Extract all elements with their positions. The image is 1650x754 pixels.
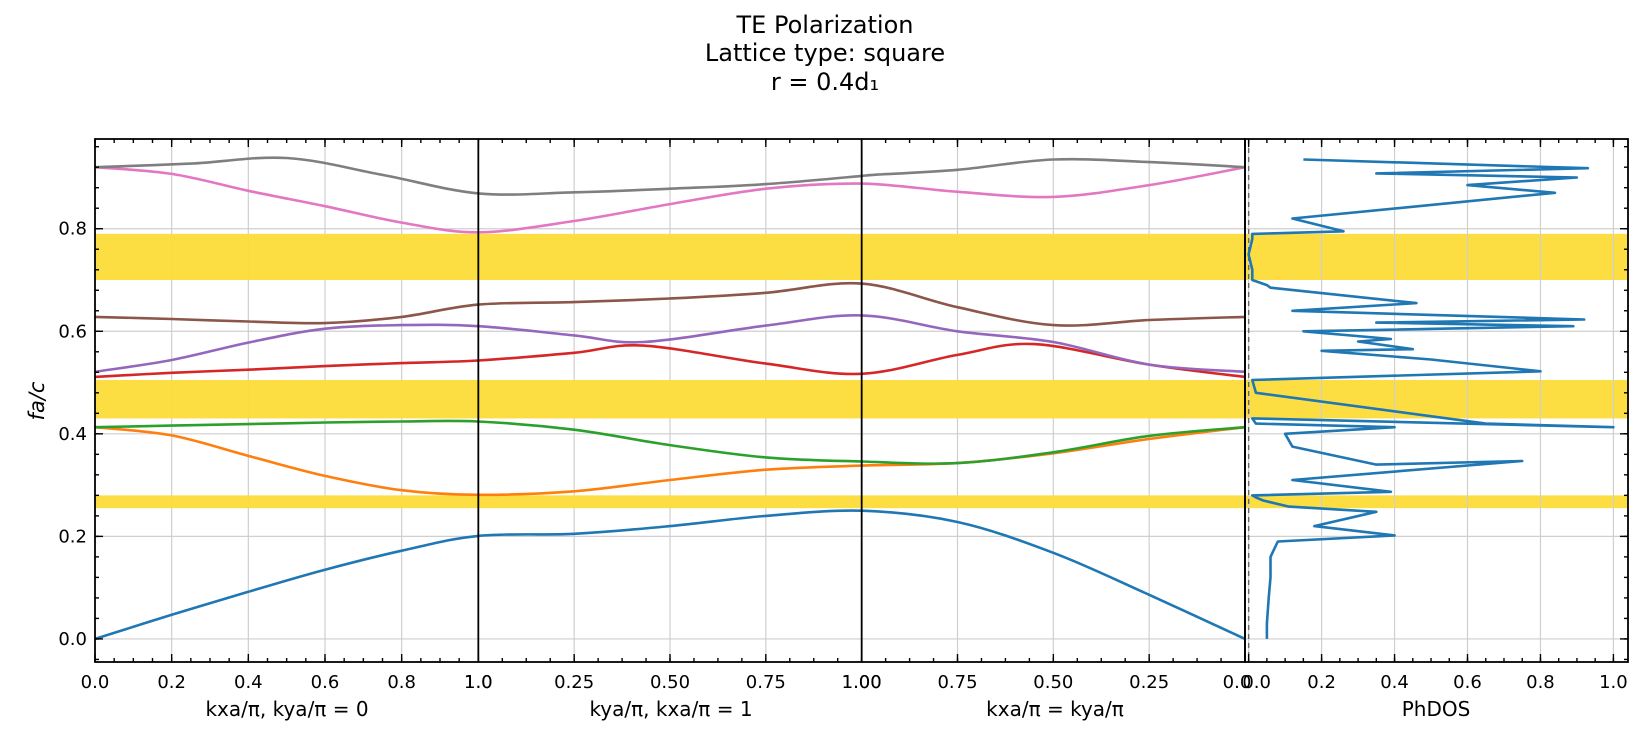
x-tick-label: 1.00 (842, 672, 882, 693)
x-tick-label: 0.4 (1380, 672, 1409, 693)
x-tick-label: 0.50 (1033, 672, 1073, 693)
x-tick-label: 0.25 (1129, 672, 1169, 693)
x-tick-label: 0.75 (937, 672, 977, 693)
band-line-3 (94, 419, 1246, 465)
x-axis-label-m-gamma: kxa/π = kya/π (986, 697, 1124, 721)
y-tick-label: 0.2 (58, 526, 87, 547)
x-tick-label: 0.0 (1242, 672, 1271, 693)
x-tick-label: 0.2 (157, 672, 186, 693)
x-tick-label: 0.8 (1526, 672, 1555, 693)
y-tick-label: 0.6 (58, 321, 87, 342)
phdos-axis-label: PhDOS (1402, 697, 1471, 721)
band-line-5 (94, 314, 1246, 374)
band-line-8 (94, 156, 1246, 196)
band-line-4 (94, 342, 1246, 379)
x-tick-label: 1.0 (1599, 672, 1628, 693)
x-tick-label: 0.4 (234, 672, 263, 693)
x-axis-label-x-m: kya/π, kxa/π = 1 (589, 697, 752, 721)
x-axis-label-gamma-x: kxa/π, kya/π = 0 (205, 697, 368, 721)
y-tick-label: 0.0 (58, 629, 87, 650)
band-line-7 (94, 165, 1246, 234)
x-tick-label: 1.0 (464, 672, 493, 693)
chart-title-line-1: TE Polarization (736, 11, 914, 39)
x-tick-label: 0.6 (311, 672, 340, 693)
x-tick-label: 0.6 (1453, 672, 1482, 693)
x-tick-label: 0.0 (1223, 672, 1252, 693)
x-tick-label: 1.00 (842, 672, 882, 693)
phdos-plot: 0.0 0.2 0.4 0.6 0.8 1.0 (1242, 138, 1629, 693)
phdos-axes-frame (1244, 138, 1629, 663)
y-tick-label: 0.4 (58, 424, 87, 445)
x-tick-label: 0.50 (650, 672, 690, 693)
x-tick-label: 0.8 (387, 672, 416, 693)
x-tick-label: 0.0 (81, 672, 110, 693)
band-line-1 (94, 509, 1246, 641)
y-axis-label: fa/c (25, 381, 49, 420)
phdos-line (1247, 158, 1615, 639)
band-structure-plot: 0.0 0.2 0.4 0.6 0.8 0.0 0.2 0.4 0.6 0.8 1.0 0.25 0.5… (58, 138, 1628, 693)
x-tick-label: 0.2 (1307, 672, 1336, 693)
x-tick-label: 0.75 (746, 672, 786, 693)
y-tick-label: 0.8 (58, 219, 87, 240)
x-tick-label: 1.0 (464, 672, 493, 693)
x-tick-label: 0.25 (554, 672, 594, 693)
chart-title-line-2: Lattice type: square (705, 39, 945, 67)
band-line-6 (94, 281, 1246, 327)
chart-title-line-3: r = 0.4d₁ (771, 68, 879, 96)
